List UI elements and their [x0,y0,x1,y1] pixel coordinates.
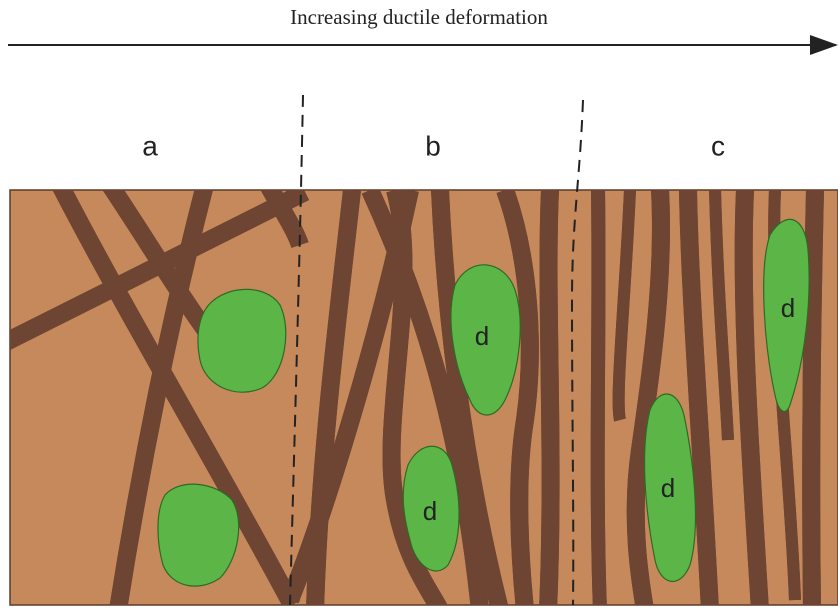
domain-label: d [781,293,795,323]
domain-label: d [475,321,489,351]
zone-label: c [711,130,725,161]
zone-label: b [425,130,441,161]
domain-label: d [423,496,437,526]
title: Increasing ductile deformation [290,5,548,29]
zone-label: a [142,130,158,161]
domain-label: d [661,473,675,503]
diagram: Increasing ductile deformation a b c [0,0,838,608]
